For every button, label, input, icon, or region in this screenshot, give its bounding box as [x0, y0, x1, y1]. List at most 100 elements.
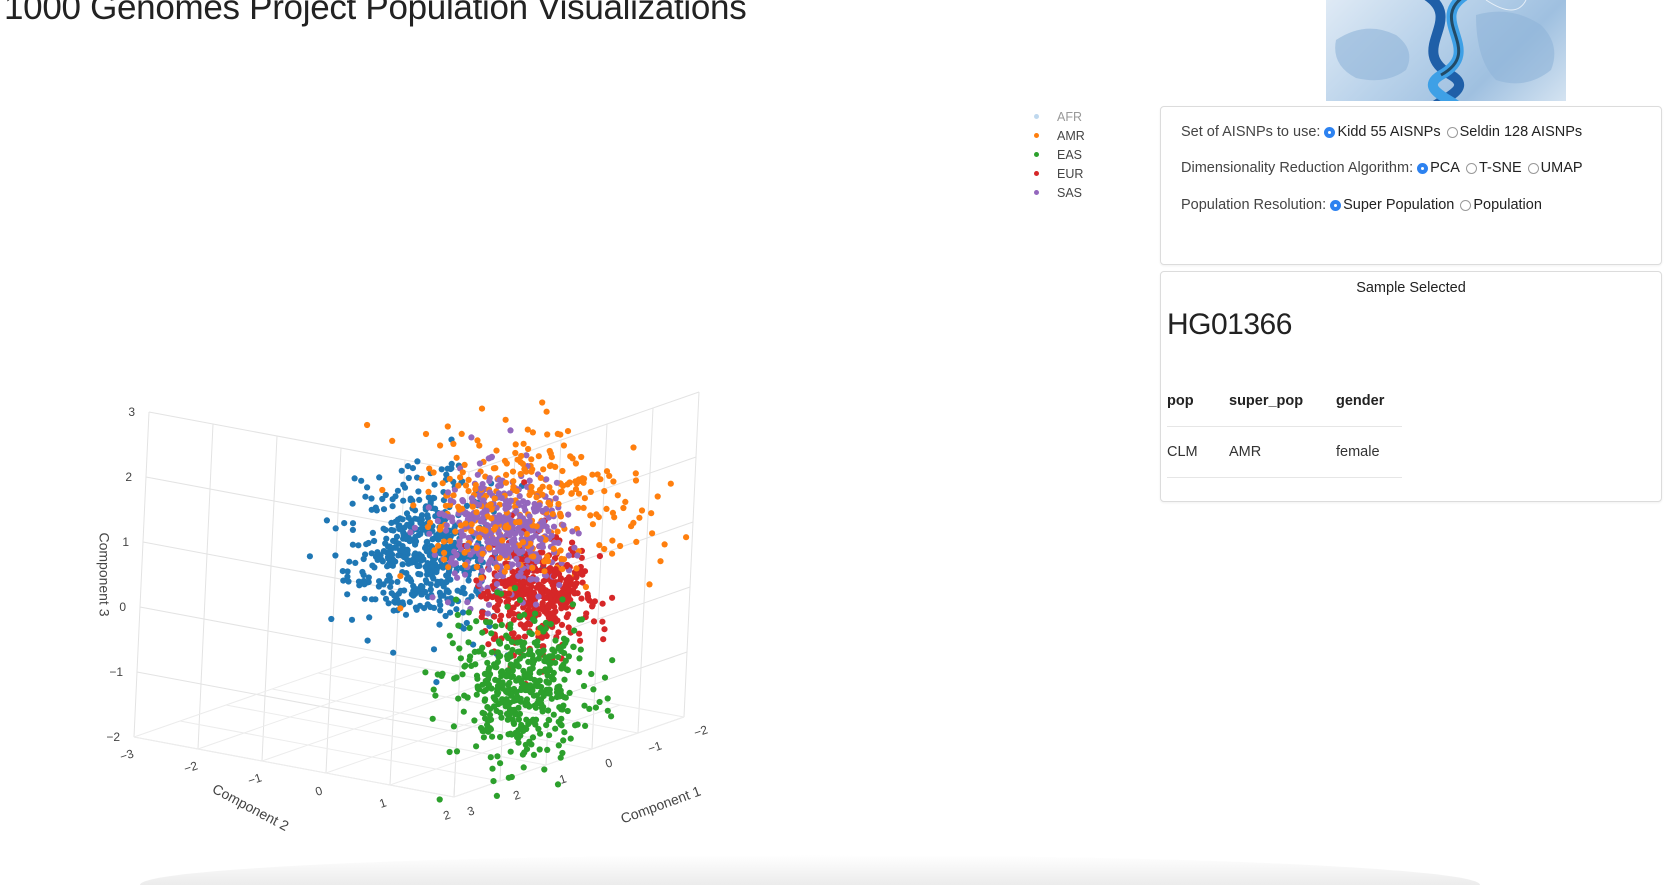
- data-point: [526, 738, 533, 745]
- data-point: [462, 571, 469, 578]
- data-point: [427, 603, 434, 611]
- data-point: [332, 552, 339, 559]
- data-point: [488, 630, 495, 637]
- data-point: [609, 657, 616, 664]
- legend-item-sas[interactable]: SAS: [1032, 183, 1085, 202]
- data-point: [351, 475, 358, 482]
- data-point: [523, 698, 530, 706]
- data-point: [573, 573, 580, 580]
- data-point: [593, 511, 600, 518]
- data-point: [440, 538, 447, 545]
- data-point: [453, 454, 460, 461]
- grid-line: [468, 391, 700, 473]
- data-point: [390, 649, 397, 656]
- data-point: [489, 733, 496, 740]
- data-point: [562, 694, 569, 701]
- data-point: [446, 514, 453, 521]
- data-point: [491, 613, 498, 620]
- data-point: [437, 442, 444, 449]
- data-point: [457, 522, 464, 529]
- data-point: [396, 526, 403, 533]
- data-point: [349, 541, 356, 548]
- data-point: [433, 679, 440, 686]
- data-point: [546, 565, 553, 572]
- data-point: [574, 721, 581, 728]
- data-point: [506, 679, 513, 687]
- legend-item-eas[interactable]: EAS: [1032, 145, 1085, 164]
- radio-unselected-icon[interactable]: [1465, 162, 1477, 174]
- data-point: [571, 590, 578, 597]
- data-point: [365, 574, 372, 581]
- data-point: [464, 542, 471, 549]
- radio-pca[interactable]: PCA: [1417, 160, 1460, 176]
- data-point: [390, 537, 397, 544]
- data-point: [513, 555, 520, 562]
- data-point: [517, 512, 524, 519]
- radio-unselected-icon[interactable]: [1446, 126, 1458, 138]
- data-point: [560, 442, 568, 449]
- x-tick-label: 1: [557, 771, 568, 786]
- radio-selected-icon[interactable]: [1330, 199, 1342, 211]
- data-point: [545, 679, 553, 686]
- data-point: [420, 556, 427, 563]
- data-point: [397, 573, 404, 580]
- data-point: [580, 682, 588, 690]
- data-point: [498, 714, 505, 721]
- data-point: [473, 563, 480, 571]
- data-point: [526, 518, 533, 525]
- radio-unselected-icon[interactable]: [1460, 199, 1472, 211]
- data-point: [411, 524, 418, 531]
- data-point: [481, 697, 488, 704]
- grid-line: [197, 668, 429, 750]
- radio-tsne[interactable]: T-SNE: [1465, 160, 1522, 176]
- data-point: [437, 602, 444, 609]
- data-point: [559, 467, 566, 475]
- radio-unselected-icon[interactable]: [1527, 162, 1539, 174]
- data-point: [505, 635, 512, 642]
- data-point: [548, 695, 555, 702]
- data-point: [529, 660, 537, 667]
- data-point: [558, 605, 565, 612]
- legend-item-amr[interactable]: AMR: [1032, 126, 1085, 145]
- data-point: [427, 581, 434, 588]
- data-point: [479, 567, 486, 575]
- data-point: [462, 482, 470, 489]
- scatter-3d-plot[interactable]: −2 −1 0 1 2 3 −3 −2 −1 0 1 2 −2 −1 0 1 2 3 Component 3 Comp…: [0, 90, 1120, 885]
- data-point: [507, 517, 514, 524]
- radio-population[interactable]: Population: [1460, 197, 1542, 213]
- data-point: [465, 488, 472, 495]
- data-point: [512, 449, 519, 457]
- radio-selected-icon[interactable]: [1324, 126, 1336, 138]
- data-point: [453, 748, 461, 755]
- grid-line: [325, 447, 342, 774]
- data-point: [537, 730, 544, 737]
- data-point: [418, 475, 425, 482]
- legend-item-eur[interactable]: EUR: [1032, 164, 1085, 183]
- data-point: [418, 512, 426, 519]
- data-point: [459, 469, 466, 476]
- data-point: [510, 604, 517, 611]
- data-point: [582, 722, 589, 730]
- radio-super-population[interactable]: Super Population: [1330, 197, 1454, 213]
- data-point: [364, 421, 371, 429]
- data-point: [599, 618, 606, 625]
- radio-seldin-128[interactable]: Seldin 128 AISNPs: [1446, 124, 1582, 140]
- data-point: [374, 556, 381, 563]
- data-point: [443, 522, 450, 529]
- radio-selected-icon[interactable]: [1417, 162, 1429, 174]
- data-point: [486, 475, 493, 482]
- data-point: [564, 587, 572, 594]
- aisnp-label: Set of AISNPs to use:: [1181, 124, 1321, 140]
- data-point: [444, 572, 452, 579]
- radio-kidd-55[interactable]: Kidd 55 AISNPs: [1324, 124, 1441, 140]
- radio-umap[interactable]: UMAP: [1527, 160, 1583, 176]
- data-point: [567, 453, 574, 460]
- data-point: [638, 507, 646, 514]
- grid-line: [683, 391, 700, 718]
- data-point: [510, 630, 517, 637]
- data-point: [569, 601, 577, 608]
- data-point: [494, 572, 501, 580]
- data-point: [576, 477, 583, 485]
- legend-item-afr[interactable]: AFR: [1032, 107, 1085, 126]
